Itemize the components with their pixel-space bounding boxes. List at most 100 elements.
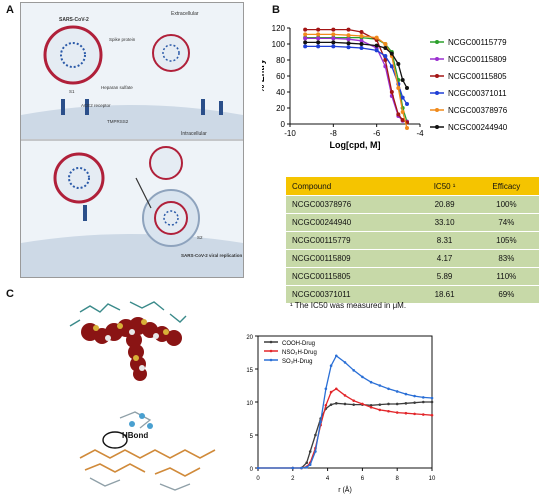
label-s2: S2 (197, 235, 203, 240)
data-point (404, 392, 408, 396)
virus-particle-4 (149, 146, 183, 180)
table-cell: NCGC00378976 (286, 195, 416, 214)
schematic-drawing: Extracellular Intracellular SARS-CoV-2 S… (21, 11, 243, 277)
cell-membrane-top (21, 105, 243, 139)
series-line (305, 33, 408, 129)
data-point (303, 32, 308, 37)
x-axis-label: r (Å) (338, 485, 352, 494)
x-tick-label: 10 (429, 476, 436, 482)
y-tick-label: 0 (281, 120, 286, 129)
data-point (303, 40, 308, 45)
data-point (405, 102, 409, 106)
data-point (359, 30, 364, 34)
data-point (346, 37, 351, 42)
legend-marker (435, 125, 439, 129)
legend-marker (269, 358, 273, 362)
x-tick-label: 0 (256, 476, 260, 482)
data-point (329, 390, 333, 394)
data-point (422, 400, 425, 404)
legend-marker (269, 349, 273, 353)
x-tick-label: 4 (326, 476, 330, 482)
molecule-render-top (50, 292, 200, 382)
table-row: NCGC00371011 18.61 69% (286, 285, 539, 303)
data-point (314, 450, 317, 453)
data-point (335, 387, 338, 391)
data-point (346, 33, 351, 38)
data-point (331, 32, 336, 37)
data-point (387, 387, 390, 391)
table-cell: 83% (473, 249, 539, 268)
data-point (405, 126, 409, 130)
data-point (308, 463, 312, 466)
label-ace2: ACE2 receptor (81, 103, 111, 108)
data-point (369, 380, 373, 384)
data-point (303, 36, 308, 41)
data-point (396, 112, 401, 117)
receptors (61, 99, 223, 221)
y-tick-label: 40 (276, 88, 285, 97)
series-line (258, 354, 433, 469)
data-point (359, 38, 364, 43)
table-cell: 5.89 (415, 267, 474, 286)
table-cell: NCGC00115809 (286, 249, 416, 268)
data-point (383, 54, 388, 58)
data-point (404, 411, 408, 415)
table-cell: 105% (473, 231, 539, 250)
data-point (324, 404, 328, 407)
y-tick-label: 15 (246, 368, 253, 374)
table-row: NCGC00378976 20.89 100% (286, 195, 539, 214)
data-point (378, 403, 382, 406)
data-point (383, 46, 388, 50)
data-point (413, 394, 416, 398)
data-point (405, 86, 409, 90)
table-cell: 20.89 (415, 195, 474, 214)
label-replication: SARS-CoV-2 viral replication (181, 253, 243, 258)
table-cell: NCGC00371011 (286, 285, 416, 303)
data-point (316, 36, 321, 41)
data-point (400, 110, 405, 114)
virus-particle-1 (43, 25, 103, 85)
data-point (308, 450, 312, 453)
data-point (400, 118, 405, 122)
x-axis-label: Log[cpd, M] (330, 140, 381, 150)
legend-marker (435, 40, 439, 44)
data-point (389, 90, 394, 94)
y-tick-label: 120 (272, 24, 286, 33)
data-point (359, 34, 364, 38)
x-tick-label: -10 (284, 129, 296, 138)
y-tick-label: 20 (276, 104, 285, 113)
data-point (413, 412, 416, 416)
data-point (404, 402, 408, 405)
table-row: NCGC00115805 5.89 110% (286, 267, 539, 286)
data-point (335, 354, 338, 358)
table-header-ic50: IC50 ¹ (415, 177, 474, 196)
data-point (352, 369, 355, 372)
data-point (387, 409, 390, 413)
legend-label: NCGC00378976 (448, 106, 508, 115)
legend-label: NCGC00115779 (448, 38, 507, 47)
dose-response-chart: 0 20 40 60 80 100 120 -10 -8 -6 -4 Log[cpd, M] % Ent… (262, 24, 508, 150)
data-point (361, 402, 364, 406)
data-point (359, 42, 364, 46)
data-point (383, 58, 388, 62)
data-point (430, 396, 434, 400)
data-point (389, 64, 394, 69)
entry-arrow (135, 177, 152, 209)
y-tick-label: 80 (276, 56, 285, 65)
data-point (395, 390, 399, 393)
data-point (319, 420, 322, 424)
y-axis-label: % Entry (262, 59, 266, 93)
series-line (258, 388, 433, 469)
data-point (331, 44, 336, 49)
data-point (316, 32, 321, 37)
series-line (258, 401, 432, 469)
data-point (374, 48, 379, 53)
data-point (383, 42, 388, 46)
virus-particle-5 (154, 201, 188, 235)
table-header-compound: Compound (286, 177, 416, 196)
table-cell: 4.17 (415, 249, 474, 268)
table-cell: NCGC00244940 (286, 213, 416, 232)
panel-label-c: C (6, 288, 14, 300)
data-point (331, 40, 336, 45)
table-row: NCGC00244940 33.10 74% (286, 213, 539, 232)
